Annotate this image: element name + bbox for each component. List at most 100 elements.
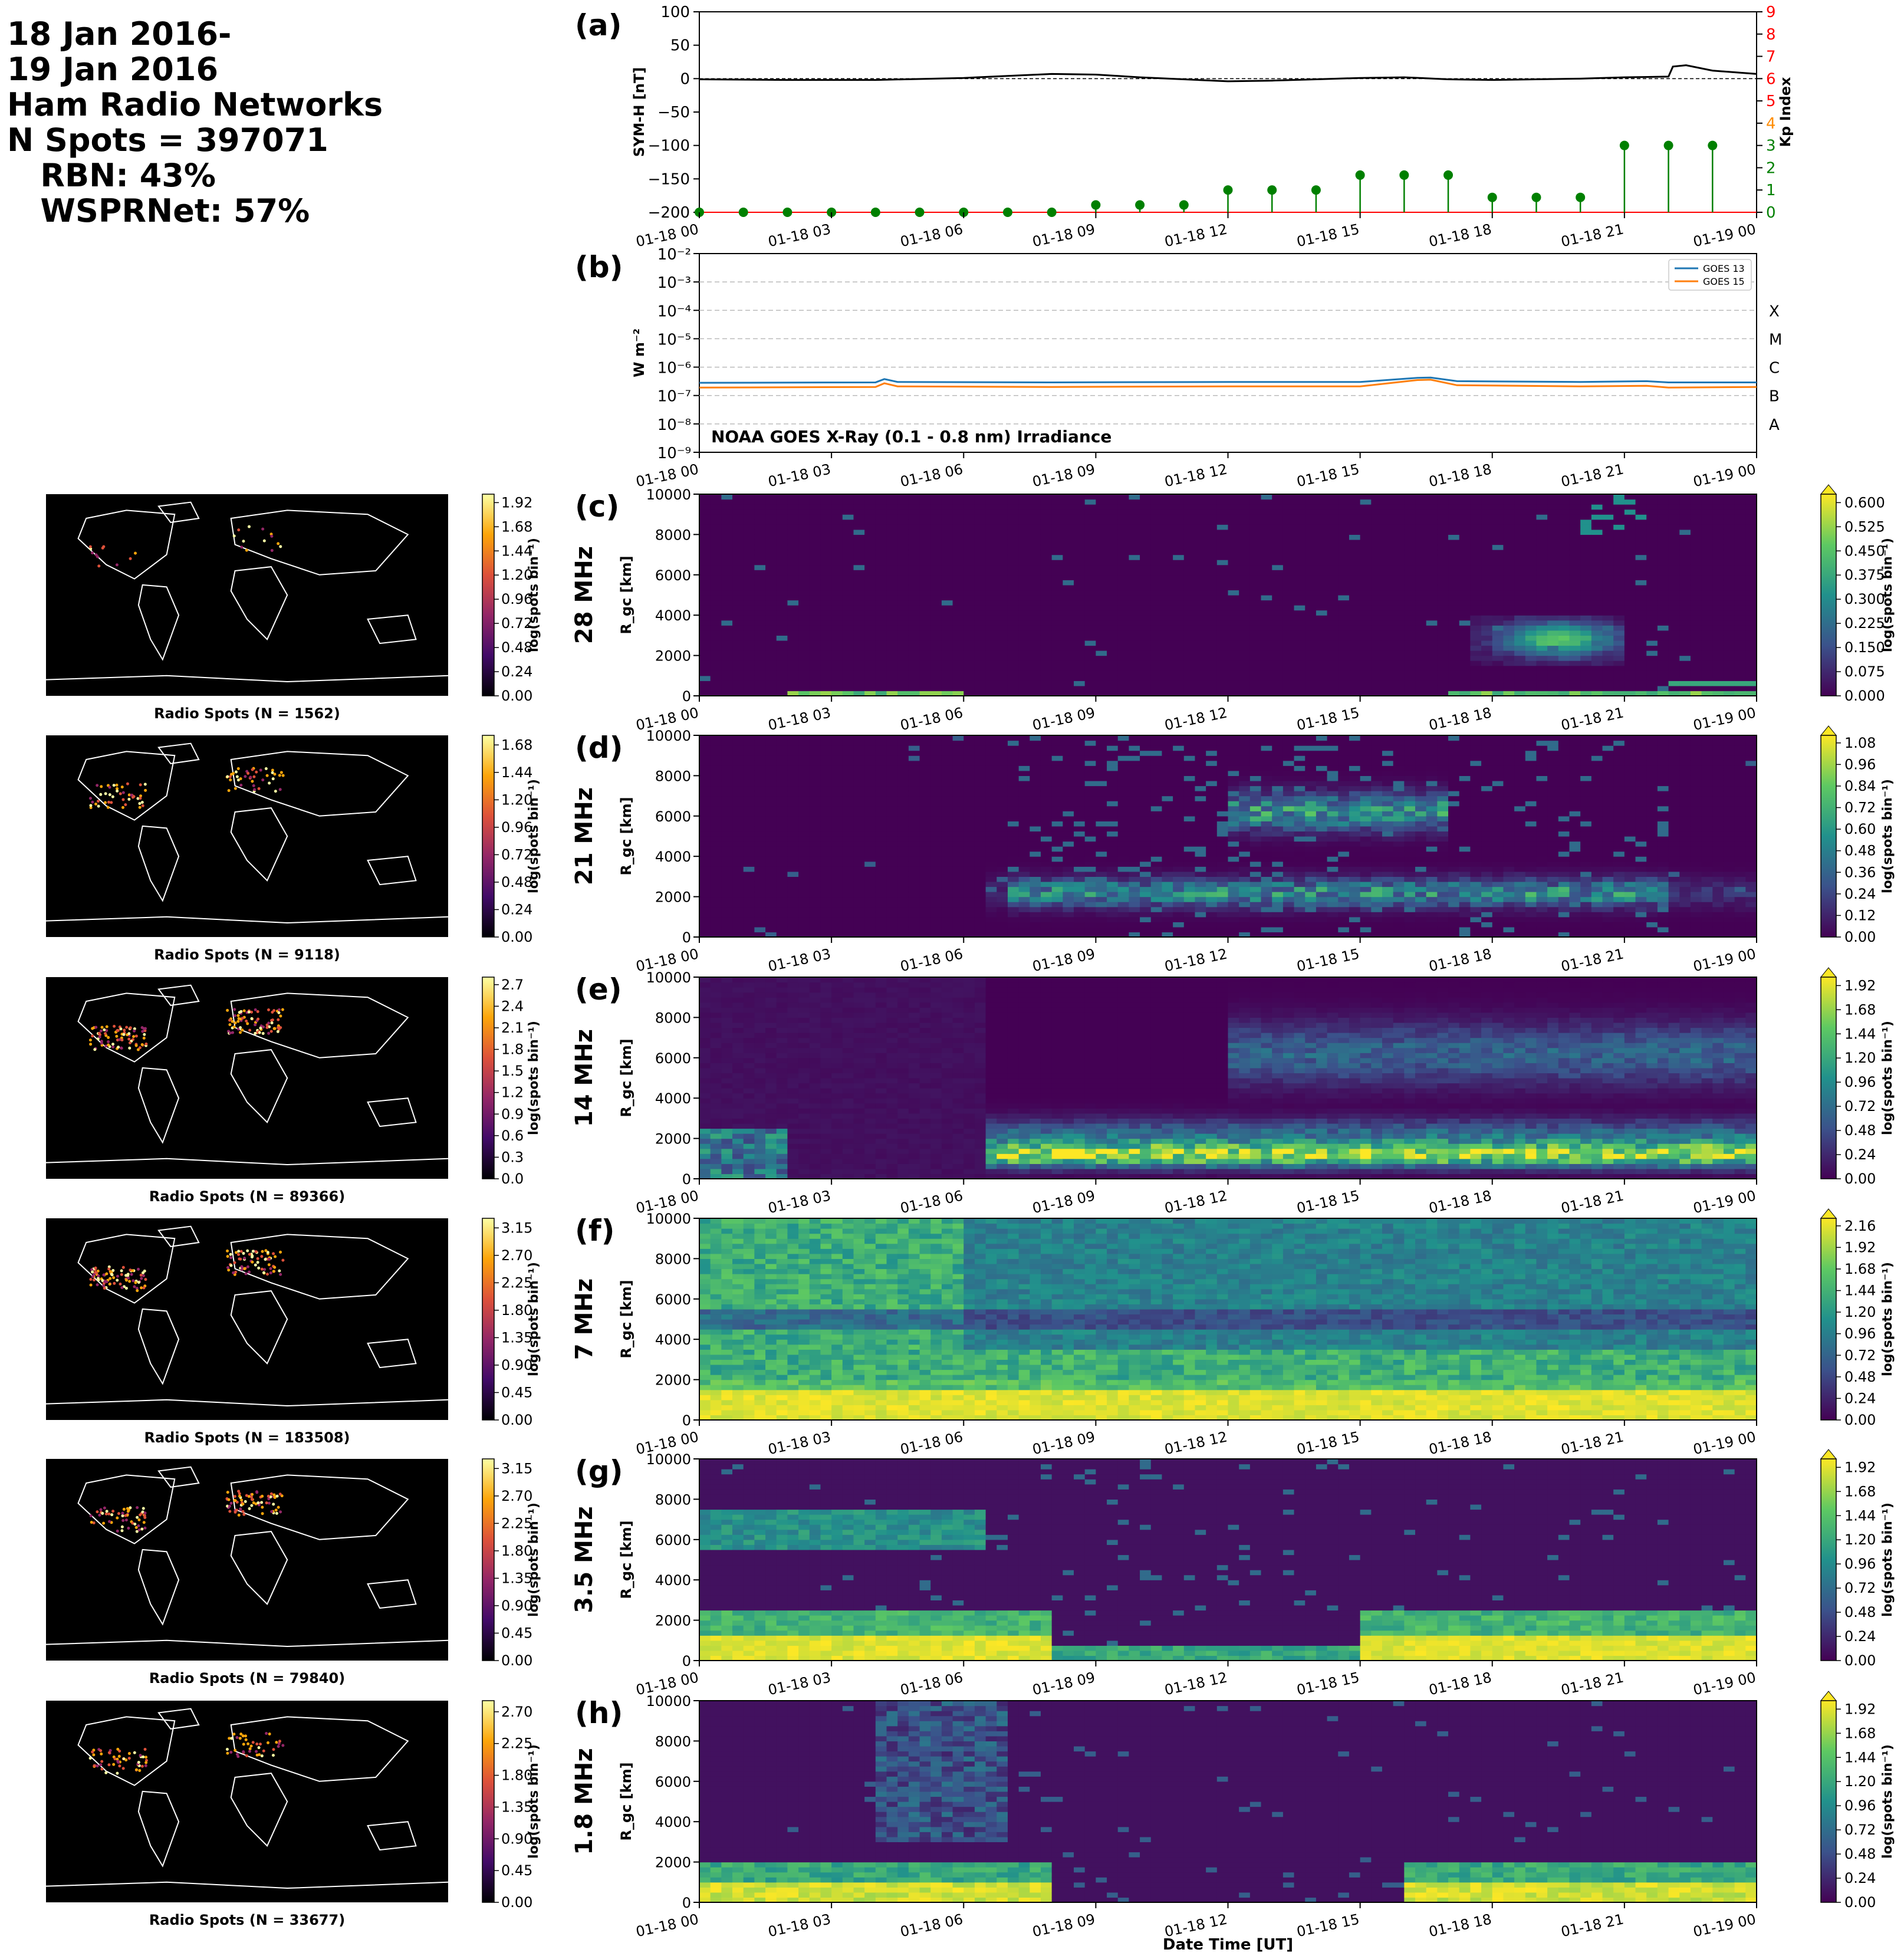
heatmap-cell [1173, 650, 1185, 656]
heatmap-cell [1084, 670, 1096, 676]
heatmap-cell [1745, 665, 1757, 671]
heatmap-cell [864, 740, 876, 746]
heatmap-cell [1084, 550, 1096, 555]
heatmap-cell [919, 539, 931, 545]
heatmap-cell [1272, 645, 1284, 651]
heatmap-cell [1470, 630, 1482, 636]
heatmap-cell [1635, 675, 1647, 681]
heatmap-cell [908, 584, 920, 591]
heatmap-cell [997, 499, 1008, 505]
heatmap-cell [1602, 645, 1614, 651]
heatmap-cell [1272, 499, 1284, 505]
heatmap-cell [1283, 509, 1295, 515]
heatmap-cell [1162, 645, 1173, 651]
heatmap-cell [864, 584, 876, 591]
heatmap-cell [997, 584, 1008, 591]
heatmap-cell [864, 675, 876, 681]
heatmap-cell [875, 600, 887, 606]
heatmap-cell [1591, 519, 1603, 525]
heatmap-cell [765, 836, 777, 842]
heatmap-cell [765, 560, 777, 566]
heatmap-cell [776, 826, 788, 832]
heatmap-cell [1272, 529, 1284, 535]
heatmap-cell [1051, 534, 1063, 540]
heatmap-cell [765, 902, 777, 908]
heatmap-cell [908, 550, 920, 555]
heatmap-cell [699, 892, 711, 898]
heatmap-cell [1173, 605, 1185, 611]
heatmap-cell [930, 534, 942, 540]
spot-point [89, 547, 93, 551]
heatmap-cell [997, 645, 1008, 651]
heatmap-cell [1249, 615, 1262, 621]
heatmap-cell [1327, 560, 1339, 566]
heatmap-cell [1668, 580, 1680, 586]
heatmap-cell [1470, 554, 1482, 560]
heatmap-cell [919, 570, 931, 576]
heatmap-cell [1657, 574, 1669, 580]
heatmap-cell [1150, 650, 1163, 656]
heatmap-cell [710, 620, 722, 626]
heatmap-cell [754, 770, 766, 776]
heatmap-cell [1668, 675, 1680, 681]
heatmap-cell [864, 665, 876, 671]
heatmap-cell [831, 630, 843, 636]
heatmap-cell [732, 755, 744, 761]
heatmap-cell [1382, 645, 1394, 651]
heatmap-cell [721, 886, 733, 892]
heatmap-cell [699, 912, 711, 918]
heatmap-cell [1063, 534, 1074, 540]
heatmap-cell [1657, 691, 1669, 696]
heatmap-cell [1216, 544, 1229, 550]
heatmap-cell [710, 780, 722, 787]
heatmap-cell [1338, 584, 1350, 591]
heatmap-cell [1503, 605, 1515, 611]
heatmap-cell [1183, 554, 1196, 560]
heatmap-cell [831, 675, 843, 681]
heatmap-cell [1007, 524, 1020, 530]
heatmap-cell [853, 640, 865, 646]
heatmap-cell [1591, 645, 1603, 651]
heatmap-cell [1679, 681, 1691, 686]
heatmap-cell [1117, 610, 1130, 616]
heatmap-cell [699, 635, 711, 641]
heatmap-cell [1503, 625, 1515, 631]
heatmap-cell [699, 851, 711, 857]
heatmap-cell [1239, 681, 1251, 686]
kp-marker [1047, 208, 1057, 217]
heatmap-cell [908, 580, 920, 586]
heatmap-cell [820, 906, 832, 912]
heatmap-cell [1316, 685, 1328, 692]
heatmap-cell [1051, 519, 1063, 525]
heatmap-cell [1051, 595, 1063, 601]
heatmap-cell [864, 570, 876, 576]
heatmap-cell [1459, 650, 1471, 656]
heatmap-cell [1216, 610, 1229, 616]
heatmap-cell [710, 691, 722, 696]
heatmap-cell [974, 529, 986, 535]
heatmap-cell [1294, 691, 1305, 696]
heatmap-cell [1558, 660, 1570, 666]
heatmap-cell [1294, 529, 1305, 535]
heatmap-cell [721, 816, 733, 821]
heatmap-cell [1283, 655, 1295, 661]
heatmap-cell [1503, 660, 1515, 666]
heatmap-cell [1183, 574, 1196, 580]
heatmap-cell [930, 912, 942, 918]
heatmap-cell [1216, 564, 1229, 570]
heatmap-cell [886, 574, 898, 580]
heatmap-cell [798, 851, 810, 857]
heatmap-cell [765, 494, 777, 500]
heatmap-cell [1448, 560, 1460, 566]
heatmap-cell [1745, 509, 1757, 515]
heatmap-cell [842, 821, 854, 827]
heatmap-cell [1272, 665, 1284, 671]
heatmap-cell [1547, 600, 1559, 606]
heatmap-cell [1547, 691, 1559, 696]
heatmap-cell [1349, 560, 1361, 566]
heatmap-cell [1084, 625, 1096, 631]
heatmap-cell [1129, 590, 1140, 596]
heatmap-cell [1371, 504, 1383, 510]
heatmap-cell [754, 534, 766, 540]
heatmap-cell [1459, 524, 1471, 530]
